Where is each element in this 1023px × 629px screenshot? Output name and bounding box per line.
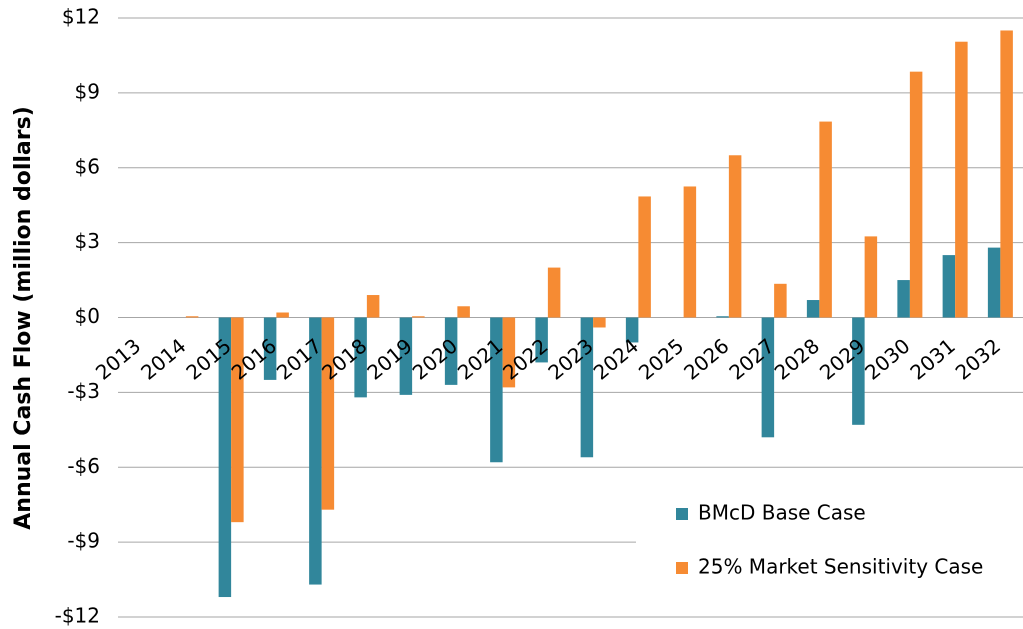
bar [185,316,199,318]
x-tick-label: 2013 [91,334,145,385]
bar [716,316,729,318]
legend-background [636,488,1023,598]
x-tick-label: 2032 [951,334,1005,385]
bar [897,280,910,318]
x-tick-label: 2030 [860,334,914,385]
bar [774,283,787,318]
x-tick-label: 2028 [770,334,824,385]
x-tick-label: 2026 [679,334,733,385]
y-tick-label: $0 [75,304,100,328]
bar [728,155,742,318]
x-tick-label: 2031 [905,334,959,385]
bar [502,317,516,388]
legend-swatch [676,508,688,520]
bar [309,317,322,585]
bar [231,317,244,523]
bar [218,317,232,598]
y-tick-label: -$12 [55,604,100,628]
legend-swatch [676,562,688,574]
legend-label: 25% Market Sensitivity Case [698,555,983,579]
bar [819,121,832,318]
bar [625,317,639,343]
bar [276,312,289,318]
x-tick-label: 2014 [136,334,190,385]
y-tick-label: $6 [75,154,100,178]
bar [412,316,425,318]
bar [263,317,277,380]
bar [806,300,820,318]
bar [444,317,458,385]
bar [955,41,968,318]
bar [457,306,470,318]
bar [490,317,503,463]
bar [761,317,775,438]
y-tick-label: -$3 [67,379,100,403]
bar [354,317,367,398]
bar [638,196,651,318]
bar [399,317,413,395]
bar [987,247,1001,318]
x-tick-label: 2025 [634,334,688,385]
y-tick-label: -$6 [67,454,100,478]
y-tick-label: $12 [62,5,100,29]
bar [852,317,865,425]
bar [366,295,380,318]
y-tick-label: $3 [75,229,100,253]
y-tick-label: $9 [75,79,100,103]
bar [864,236,878,318]
y-axis-label: Annual Cash Flow (million dollars) [11,106,36,530]
y-tick-label: -$9 [67,529,100,553]
bar [942,255,956,318]
bar [683,186,697,318]
legend-label: BMcD Base Case [698,501,866,525]
bar [580,317,594,458]
bar [321,317,335,510]
bar [535,317,548,363]
bar [547,267,561,318]
bar [909,71,923,318]
bar [593,317,606,328]
bar [1000,30,1013,318]
